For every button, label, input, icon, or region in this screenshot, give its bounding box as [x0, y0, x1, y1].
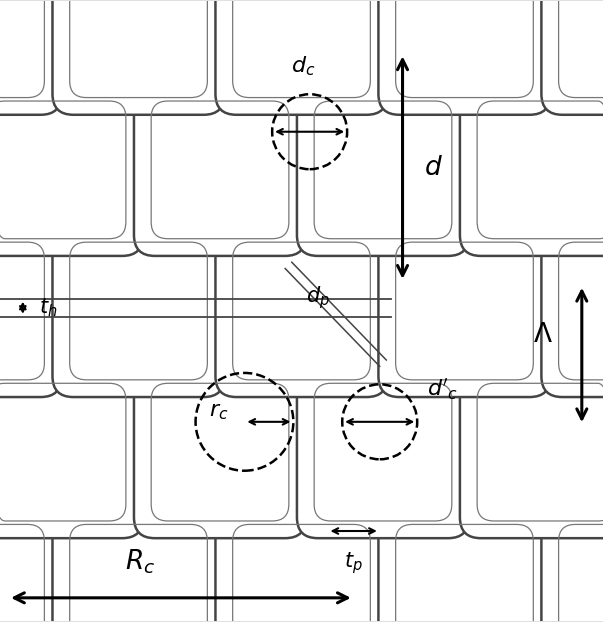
FancyBboxPatch shape — [460, 84, 603, 256]
FancyBboxPatch shape — [0, 366, 143, 538]
FancyBboxPatch shape — [541, 0, 603, 115]
Text: $r_c$: $r_c$ — [209, 402, 228, 422]
FancyBboxPatch shape — [215, 0, 388, 115]
Text: $R_c$: $R_c$ — [125, 548, 156, 576]
FancyBboxPatch shape — [52, 0, 224, 115]
FancyBboxPatch shape — [297, 84, 469, 256]
FancyBboxPatch shape — [0, 225, 62, 397]
FancyBboxPatch shape — [460, 366, 603, 538]
Text: $d_p$: $d_p$ — [306, 284, 330, 312]
FancyBboxPatch shape — [379, 225, 551, 397]
FancyBboxPatch shape — [297, 366, 469, 538]
FancyBboxPatch shape — [0, 507, 62, 622]
FancyBboxPatch shape — [215, 507, 388, 622]
FancyBboxPatch shape — [215, 225, 388, 397]
FancyBboxPatch shape — [379, 507, 551, 622]
FancyBboxPatch shape — [541, 225, 603, 397]
FancyBboxPatch shape — [541, 507, 603, 622]
Text: $d_c$: $d_c$ — [291, 54, 315, 78]
FancyBboxPatch shape — [134, 366, 306, 538]
Text: $t_h$: $t_h$ — [39, 297, 57, 319]
FancyBboxPatch shape — [0, 0, 62, 115]
Text: $d'_c$: $d'_c$ — [427, 377, 458, 402]
Text: $t_p$: $t_p$ — [344, 550, 363, 577]
FancyBboxPatch shape — [134, 84, 306, 256]
FancyBboxPatch shape — [0, 84, 143, 256]
FancyBboxPatch shape — [379, 0, 551, 115]
Text: $\Lambda$: $\Lambda$ — [532, 322, 552, 348]
FancyBboxPatch shape — [52, 225, 224, 397]
FancyBboxPatch shape — [52, 507, 224, 622]
Text: $d$: $d$ — [424, 155, 443, 180]
